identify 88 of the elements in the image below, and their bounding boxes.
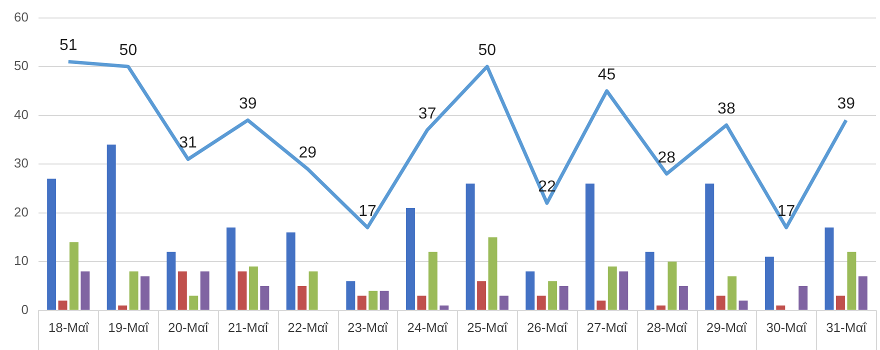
x-tick-label: 30-Μαΐ — [766, 320, 808, 335]
data-label: 17 — [358, 202, 376, 220]
bar — [406, 208, 415, 310]
y-tick-label: 60 — [14, 9, 28, 24]
bar — [226, 227, 236, 310]
y-tick-label: 30 — [14, 156, 28, 171]
bar — [705, 184, 714, 310]
bar — [248, 266, 258, 310]
bar — [286, 232, 296, 310]
y-tick-label: 10 — [14, 253, 28, 268]
x-tick-label: 23-Μαΐ — [347, 320, 389, 335]
bar — [129, 271, 138, 310]
bar — [824, 227, 834, 310]
bar — [526, 271, 535, 310]
bar — [466, 184, 475, 310]
data-label: 39 — [837, 96, 856, 113]
bar — [118, 306, 128, 310]
data-label: 38 — [718, 100, 736, 118]
x-tick-label: 28-Μαΐ — [646, 320, 688, 335]
data-label: 17 — [777, 202, 796, 220]
bar — [668, 262, 677, 310]
x-tick-label: 31-Μαΐ — [826, 320, 868, 335]
bar — [58, 300, 68, 310]
bar — [428, 252, 438, 310]
bar — [178, 271, 187, 310]
data-label: 50 — [119, 42, 138, 59]
y-tick-label: 20 — [14, 204, 28, 220]
bar — [619, 271, 628, 310]
x-tick-label: 22-Μαΐ — [288, 320, 329, 335]
x-tick-label: 20-Μαΐ — [168, 320, 210, 335]
y-tick-label: 40 — [14, 106, 28, 122]
bar — [645, 252, 654, 310]
bar — [477, 281, 486, 310]
bar — [798, 286, 808, 310]
data-label: 45 — [598, 66, 616, 84]
bar — [585, 184, 594, 310]
bar — [346, 281, 356, 310]
bar — [836, 296, 845, 310]
bar — [106, 144, 116, 310]
bar — [596, 300, 606, 310]
bar — [548, 281, 558, 310]
x-tick-label: 24-Μαΐ — [407, 320, 448, 335]
data-label: 39 — [238, 96, 257, 113]
bar — [200, 271, 210, 310]
bar — [140, 276, 150, 310]
bar — [488, 237, 498, 310]
bar — [728, 276, 737, 310]
x-tick-label: 21-Μαΐ — [228, 320, 269, 335]
bar — [69, 242, 78, 310]
bar — [298, 286, 307, 310]
bar — [368, 290, 378, 310]
x-tick-label: 26-Μαΐ — [526, 320, 568, 335]
bar — [678, 286, 688, 310]
y-tick-label: 50 — [14, 58, 28, 74]
x-tick-label: 19-Μαΐ — [108, 320, 150, 335]
bar — [380, 290, 389, 310]
data-label: 29 — [298, 144, 317, 162]
x-tick-label: 25-Μαΐ — [467, 320, 508, 335]
data-label: 50 — [478, 42, 496, 59]
bar — [559, 286, 568, 310]
bar — [656, 306, 666, 310]
data-label: 28 — [658, 149, 676, 166]
bar — [357, 296, 366, 310]
bar — [776, 306, 786, 310]
bar — [80, 271, 90, 310]
bar — [308, 271, 318, 310]
data-label: 37 — [418, 105, 436, 122]
bar — [189, 296, 198, 310]
bar — [536, 296, 546, 310]
bar — [47, 178, 56, 310]
bar — [608, 266, 617, 310]
bar — [440, 306, 449, 310]
bar — [499, 296, 508, 310]
bar — [417, 296, 426, 310]
x-tick-label: 18-Μαΐ — [48, 320, 90, 335]
data-label: 51 — [59, 37, 78, 54]
bar — [847, 252, 856, 310]
bar — [260, 286, 270, 310]
bar — [166, 252, 176, 310]
data-label: 31 — [179, 134, 198, 152]
bar — [238, 271, 247, 310]
x-tick-label: 27-Μαΐ — [586, 320, 628, 335]
x-tick-label: 29-Μαΐ — [706, 320, 748, 335]
bar — [764, 256, 774, 310]
y-tick-label: 0 — [21, 302, 28, 317]
bar — [858, 276, 868, 310]
bar — [738, 300, 748, 310]
bar — [716, 296, 726, 310]
